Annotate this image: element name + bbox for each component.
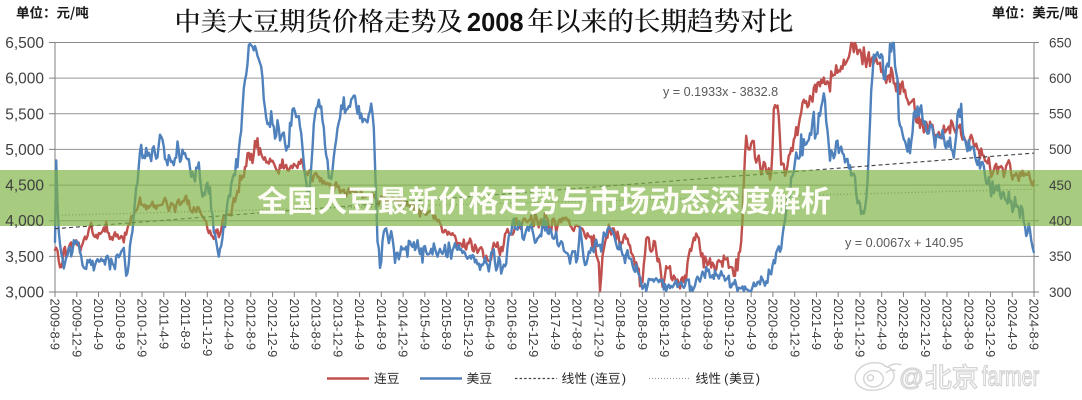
svg-text:2012-8-9: 2012-8-9: [243, 299, 258, 351]
svg-text:2016-12-9: 2016-12-9: [526, 299, 541, 358]
svg-text:2024-8-9: 2024-8-9: [1027, 299, 1042, 351]
svg-text:farmer: farmer: [982, 361, 1039, 392]
svg-text:3,500: 3,500: [5, 249, 44, 266]
svg-text:550: 550: [1049, 107, 1072, 122]
svg-text:650: 650: [1049, 35, 1072, 50]
svg-text:300: 300: [1049, 285, 1072, 300]
svg-text:2011-12-9: 2011-12-9: [200, 299, 215, 357]
svg-text:@: @: [899, 365, 924, 392]
svg-text:(: (: [590, 371, 595, 386]
svg-text:2021-4-9: 2021-4-9: [809, 299, 824, 351]
svg-text:2024-4-9: 2024-4-9: [1005, 299, 1020, 351]
svg-text:2015-4-9: 2015-4-9: [417, 299, 432, 351]
svg-text:2017-4-9: 2017-4-9: [548, 299, 563, 351]
svg-text:500: 500: [1049, 142, 1072, 157]
svg-text:2017-8-9: 2017-8-9: [570, 299, 585, 351]
svg-text:2015-8-9: 2015-8-9: [439, 299, 454, 351]
svg-text:2019-4-9: 2019-4-9: [679, 299, 694, 351]
svg-text:2018-8-9: 2018-8-9: [635, 299, 650, 351]
svg-text:2021-12-9: 2021-12-9: [853, 299, 868, 358]
svg-text:2010-4-9: 2010-4-9: [91, 299, 106, 351]
svg-text:): ): [622, 371, 626, 386]
svg-text:): ): [756, 371, 760, 386]
svg-text:2012-12-9: 2012-12-9: [265, 299, 280, 358]
svg-text:2016-8-9: 2016-8-9: [504, 299, 519, 351]
svg-text:2022-12-9: 2022-12-9: [918, 299, 933, 358]
svg-text:2016-4-9: 2016-4-9: [483, 299, 498, 351]
svg-text:2014-12-9: 2014-12-9: [396, 299, 411, 358]
svg-text:2009-12-9: 2009-12-9: [69, 299, 84, 358]
svg-text:2018-4-9: 2018-4-9: [613, 299, 628, 351]
svg-text:y = 0.0067x + 140.95: y = 0.0067x + 140.95: [845, 236, 963, 250]
svg-text:2014-4-9: 2014-4-9: [352, 299, 367, 351]
svg-text:2023-12-9: 2023-12-9: [983, 299, 998, 358]
svg-text:2014-8-9: 2014-8-9: [374, 299, 389, 351]
svg-text:4,500: 4,500: [5, 178, 44, 195]
svg-text:2009-8-9: 2009-8-9: [48, 299, 63, 351]
svg-text:2010-8-9: 2010-8-9: [113, 299, 128, 351]
svg-text:2020-4-9: 2020-4-9: [744, 299, 759, 351]
svg-text:(: (: [724, 371, 729, 386]
svg-text:2020-12-9: 2020-12-9: [787, 299, 802, 358]
svg-text:4,000: 4,000: [5, 213, 44, 230]
svg-text:2020-8-9: 2020-8-9: [766, 299, 781, 351]
svg-text:400: 400: [1049, 214, 1072, 229]
svg-text:350: 350: [1049, 249, 1072, 264]
svg-text:6,500: 6,500: [5, 35, 44, 52]
svg-text:2021-8-9: 2021-8-9: [831, 299, 846, 351]
svg-text:2015-12-9: 2015-12-9: [461, 299, 476, 358]
svg-text:2010-12-9: 2010-12-9: [135, 299, 150, 358]
svg-text:5,000: 5,000: [5, 142, 44, 159]
svg-text:450: 450: [1049, 178, 1072, 193]
svg-text:2017-12-9: 2017-12-9: [591, 299, 606, 358]
svg-text:2022-8-9: 2022-8-9: [896, 299, 911, 351]
svg-text:2022-4-9: 2022-4-9: [874, 299, 889, 351]
svg-text:600: 600: [1049, 71, 1072, 86]
svg-text:2023-4-9: 2023-4-9: [940, 299, 955, 351]
svg-text:2011-4-9: 2011-4-9: [156, 299, 171, 350]
svg-text:2019-12-9: 2019-12-9: [722, 299, 737, 358]
svg-text:5,500: 5,500: [5, 106, 44, 123]
svg-text:2013-4-9: 2013-4-9: [287, 299, 302, 351]
svg-text:3,000: 3,000: [5, 285, 44, 302]
svg-text:2023-8-9: 2023-8-9: [961, 299, 976, 351]
svg-text:2013-12-9: 2013-12-9: [330, 299, 345, 358]
svg-text:6,000: 6,000: [5, 71, 44, 88]
svg-text:2019-8-9: 2019-8-9: [700, 299, 715, 351]
svg-text:2008: 2008: [467, 9, 524, 37]
svg-text:y = 0.1933x - 3832.8: y = 0.1933x - 3832.8: [663, 85, 778, 99]
svg-text:2013-8-9: 2013-8-9: [309, 299, 324, 351]
svg-text:2011-8-9: 2011-8-9: [178, 299, 193, 350]
svg-text:2018-12-9: 2018-12-9: [657, 299, 672, 358]
svg-text:2012-4-9: 2012-4-9: [222, 299, 237, 351]
